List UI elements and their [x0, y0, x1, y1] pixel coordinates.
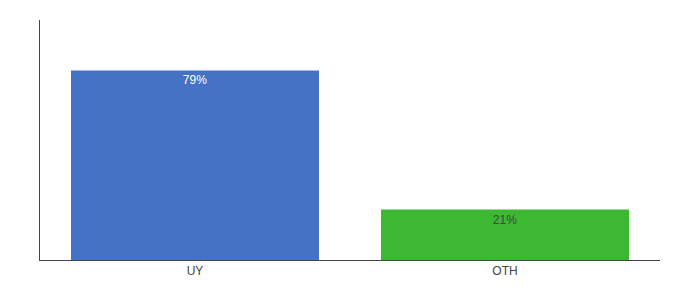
svg-text:OTH: OTH — [492, 264, 517, 278]
svg-text:UY: UY — [187, 264, 204, 278]
svg-text:21%: 21% — [493, 213, 517, 227]
svg-text:79%: 79% — [183, 73, 207, 87]
